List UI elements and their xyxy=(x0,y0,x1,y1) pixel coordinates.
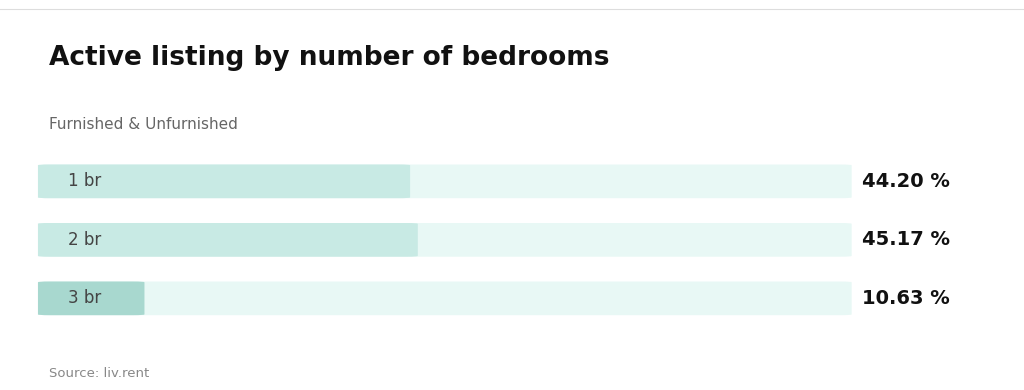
FancyBboxPatch shape xyxy=(38,165,852,198)
FancyBboxPatch shape xyxy=(38,282,852,315)
Text: 45.17 %: 45.17 % xyxy=(862,230,950,249)
FancyBboxPatch shape xyxy=(38,223,852,257)
Text: 3 br: 3 br xyxy=(68,289,101,307)
Text: 44.20 %: 44.20 % xyxy=(862,172,950,191)
FancyBboxPatch shape xyxy=(38,282,144,315)
FancyBboxPatch shape xyxy=(38,165,410,198)
Text: Active listing by number of bedrooms: Active listing by number of bedrooms xyxy=(49,45,609,71)
Text: Source: liv.rent: Source: liv.rent xyxy=(49,367,150,380)
Text: 1 br: 1 br xyxy=(68,172,101,190)
Text: Furnished & Unfurnished: Furnished & Unfurnished xyxy=(49,117,238,132)
FancyBboxPatch shape xyxy=(38,223,418,257)
Text: 2 br: 2 br xyxy=(68,231,101,249)
Text: 10.63 %: 10.63 % xyxy=(862,289,949,308)
